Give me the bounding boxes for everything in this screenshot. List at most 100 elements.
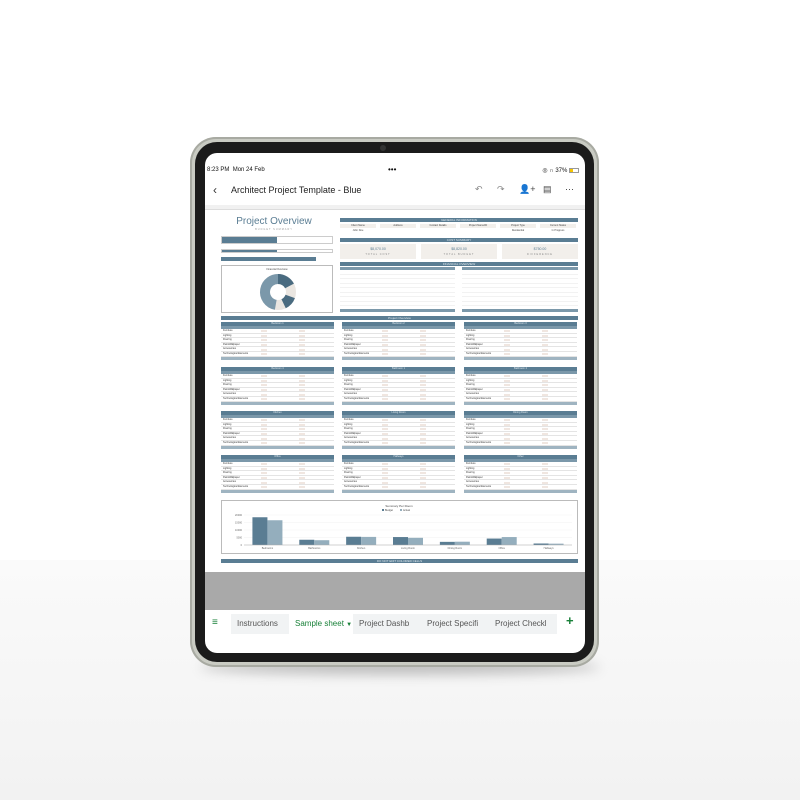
sheet-tab[interactable]: Project Dashb	[353, 614, 421, 634]
grid-row[interactable]: Flooring	[342, 383, 455, 388]
info-field[interactable]: Project Name/ID	[460, 224, 496, 236]
grid-row[interactable]: Furniture	[342, 374, 455, 379]
grid-row[interactable]: Lighting	[221, 423, 334, 428]
grid-row[interactable]: Furniture	[464, 329, 577, 334]
grid-row[interactable]: Accessories	[464, 436, 577, 441]
grid-row[interactable]: Accessories	[221, 436, 334, 441]
grid-row[interactable]: Paint/Wallpaper	[342, 388, 455, 393]
grid-row[interactable]: Accessories	[342, 392, 455, 397]
grid-row[interactable]: Paint/Wallpaper	[221, 388, 334, 393]
add-person-icon[interactable]: 👤+	[519, 184, 536, 194]
grid-row[interactable]: Technological Elements	[342, 352, 455, 357]
grid-row[interactable]: Furniture	[221, 418, 334, 423]
dropdown-field[interactable]	[221, 249, 333, 253]
grid-row[interactable]: Technological Elements	[464, 485, 577, 490]
grid-row[interactable]: Flooring	[221, 383, 334, 388]
more-icon[interactable]: ⋯	[565, 184, 574, 194]
all-sheets-menu-icon[interactable]: ≡	[212, 617, 218, 628]
grid-row[interactable]: Furniture	[221, 329, 334, 334]
grid-row[interactable]: Lighting	[342, 334, 455, 339]
grid-row[interactable]: Flooring	[464, 338, 577, 343]
grid-row[interactable]: Flooring	[464, 427, 577, 432]
grid-row[interactable]: Lighting	[221, 467, 334, 472]
info-field[interactable]: Current Status In Progress	[540, 224, 576, 236]
grid-row[interactable]: Accessories	[221, 480, 334, 485]
grid-row[interactable]: Technological Elements	[221, 397, 334, 402]
grid-row[interactable]: Furniture	[342, 329, 455, 334]
grid-row[interactable]: Furniture	[464, 374, 577, 379]
grid-row[interactable]: Furniture	[464, 418, 577, 423]
grid-row[interactable]: Technological Elements	[221, 352, 334, 357]
grid-row[interactable]: Accessories	[342, 347, 455, 352]
grid-row[interactable]: Lighting	[221, 379, 334, 384]
multitask-dots-icon[interactable]: •••	[388, 165, 397, 174]
grid-row[interactable]: Flooring	[221, 471, 334, 476]
grid-row[interactable]: Flooring	[342, 471, 455, 476]
grid-row[interactable]: Technological Elements	[342, 485, 455, 490]
grid-row[interactable]: Paint/Wallpaper	[464, 343, 577, 348]
grid-row[interactable]: Paint/Wallpaper	[221, 476, 334, 481]
grid-row[interactable]: Technological Elements	[221, 485, 334, 490]
grid-row[interactable]: Paint/Wallpaper	[342, 432, 455, 437]
tab-dropdown-icon[interactable]: ▼	[346, 622, 353, 628]
grid-row[interactable]: Furniture	[464, 462, 577, 467]
info-field[interactable]: Contact Details	[420, 224, 456, 236]
grid-row[interactable]: Flooring	[342, 427, 455, 432]
grid-row[interactable]: Technological Elements	[464, 441, 577, 446]
info-field[interactable]: Address	[380, 224, 416, 236]
grid-row[interactable]: Technological Elements	[342, 441, 455, 446]
grid-row[interactable]: Accessories	[221, 347, 334, 352]
grid-row[interactable]: Lighting	[342, 423, 455, 428]
sheet-tab[interactable]: Instructions	[231, 614, 289, 634]
grid-row[interactable]: Paint/Wallpaper	[464, 432, 577, 437]
grid-row[interactable]: Accessories	[464, 480, 577, 485]
grid-row[interactable]: Paint/Wallpaper	[342, 476, 455, 481]
grid-row[interactable]: Paint/Wallpaper	[342, 343, 455, 348]
info-field[interactable]: Project Type Residential	[500, 224, 536, 236]
grid-row[interactable]: Flooring	[221, 338, 334, 343]
grid-row[interactable]: Paint/Wallpaper	[464, 476, 577, 481]
grid-row[interactable]: Lighting	[221, 334, 334, 339]
grid-row[interactable]: Technological Elements	[221, 441, 334, 446]
grid-row[interactable]: Lighting	[464, 467, 577, 472]
grid-row[interactable]: Accessories	[464, 347, 577, 352]
grid-row[interactable]: Flooring	[464, 471, 577, 476]
grid-row[interactable]: Accessories	[342, 480, 455, 485]
chevron-left-icon[interactable]: ‹	[213, 183, 217, 197]
sheet-tab[interactable]: Project Specifi	[421, 614, 489, 634]
grid-row[interactable]: Paint/Wallpaper	[464, 388, 577, 393]
grid-row[interactable]: Accessories	[342, 436, 455, 441]
grid-row[interactable]: Lighting	[464, 423, 577, 428]
grid-row[interactable]: Paint/Wallpaper	[221, 343, 334, 348]
date-fields[interactable]	[221, 236, 333, 244]
grid-row[interactable]: Technological Elements	[464, 397, 577, 402]
checkbox-field[interactable]	[221, 257, 333, 261]
undo-icon[interactable]: ↶	[475, 184, 483, 194]
row-label: Accessories	[223, 392, 236, 396]
grid-row[interactable]: Flooring	[221, 427, 334, 432]
grid-row[interactable]: Lighting	[342, 379, 455, 384]
grid-row[interactable]: Lighting	[342, 467, 455, 472]
grid-row[interactable]: Technological Elements	[342, 397, 455, 402]
grid-row[interactable]: Furniture	[221, 462, 334, 467]
grid-row[interactable]: Lighting	[464, 334, 577, 339]
grid-row[interactable]: Flooring	[464, 383, 577, 388]
grid-row[interactable]: Flooring	[342, 338, 455, 343]
redo-icon[interactable]: ↷	[497, 184, 505, 194]
grid-row[interactable]: Lighting	[464, 379, 577, 384]
grid-row[interactable]: Furniture	[342, 462, 455, 467]
grid-row[interactable]: Technological Elements	[464, 352, 577, 357]
sheet-tab[interactable]: Sample sheet ▼	[289, 614, 353, 634]
grid-row[interactable]: Paint/Wallpaper	[221, 432, 334, 437]
grid-row[interactable]: Accessories	[221, 392, 334, 397]
column-headers[interactable]	[205, 205, 585, 210]
empty-area	[205, 572, 585, 610]
comment-icon[interactable]: ▤	[543, 184, 552, 194]
grid-row[interactable]: Furniture	[221, 374, 334, 379]
info-field[interactable]: Client Name John Doe	[340, 224, 376, 236]
spreadsheet-grid[interactable]: Project Overview BUDGET SUMMARY Financia…	[205, 210, 585, 572]
add-sheet-icon[interactable]: +	[566, 613, 574, 628]
sheet-tab[interactable]: Project Checkl	[489, 614, 557, 634]
grid-row[interactable]: Furniture	[342, 418, 455, 423]
grid-row[interactable]: Accessories	[464, 392, 577, 397]
